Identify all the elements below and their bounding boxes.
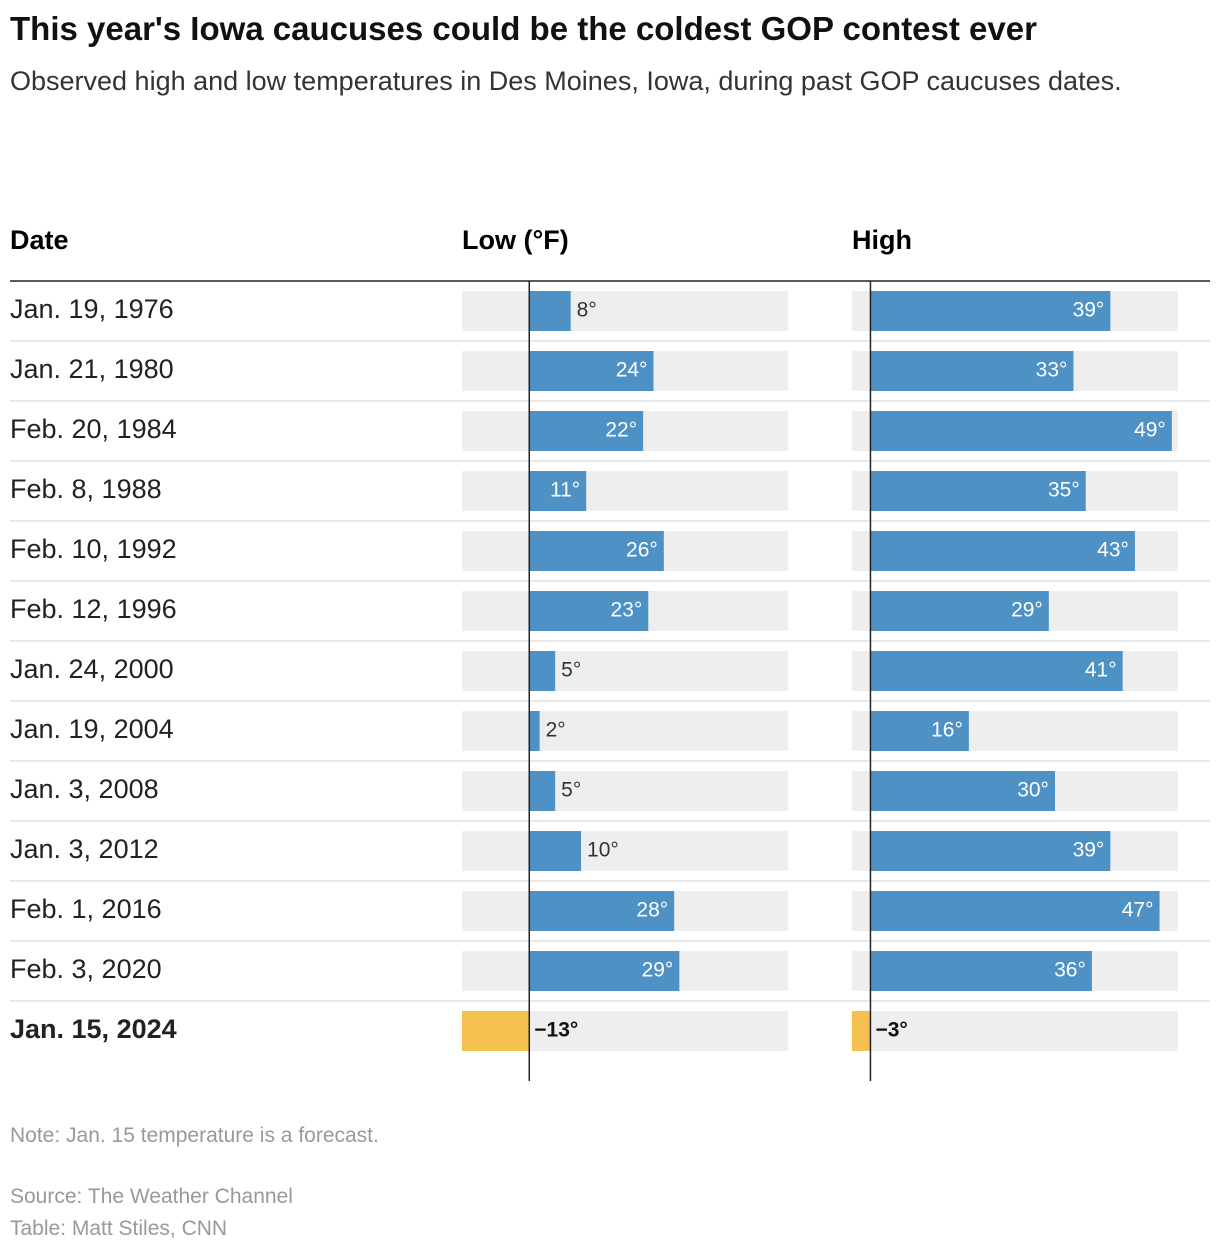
bar (529, 411, 644, 451)
value-label: 22° (605, 419, 637, 442)
date-label: Feb. 8, 1988 (10, 474, 162, 504)
bar (870, 471, 1086, 511)
value-label: 30° (1017, 779, 1049, 802)
series-header: Low (°F) (462, 225, 569, 255)
bar (529, 531, 664, 571)
value-label: 8° (577, 299, 597, 322)
series-header: High (852, 225, 912, 255)
bar (529, 831, 582, 871)
bar (529, 951, 680, 991)
date-label: Feb. 10, 1992 (10, 534, 177, 564)
bar (870, 891, 1160, 931)
bar (870, 591, 1049, 631)
value-label: 28° (636, 899, 668, 922)
date-label: Jan. 24, 2000 (10, 654, 174, 684)
bar (852, 1011, 871, 1051)
column-header: Date (10, 225, 69, 255)
value-label: 35° (1048, 479, 1080, 502)
date-label: Jan. 3, 2012 (10, 834, 159, 864)
value-label: 39° (1073, 299, 1105, 322)
bar (529, 351, 654, 391)
bar-background (462, 291, 788, 331)
date-label: Feb. 20, 1984 (10, 414, 177, 444)
bar (529, 891, 675, 931)
bar-background (462, 831, 788, 871)
value-label: 24° (616, 359, 648, 382)
date-label: Feb. 12, 1996 (10, 594, 177, 624)
value-label: 2° (546, 719, 566, 742)
bar-background (462, 651, 788, 691)
value-label: 5° (561, 779, 581, 802)
value-label: 29° (1011, 599, 1043, 622)
bar (529, 591, 649, 631)
value-label: 16° (931, 719, 963, 742)
bar (870, 771, 1055, 811)
value-label: 26° (626, 539, 658, 562)
bar (870, 651, 1123, 691)
bar (529, 771, 556, 811)
bar-background (852, 1011, 1178, 1051)
date-label: Jan. 3, 2008 (10, 774, 159, 804)
title: This year's Iowa caucuses could be the c… (10, 10, 1037, 47)
value-label: 39° (1073, 839, 1105, 862)
bar (870, 711, 969, 751)
value-label: −3° (875, 1019, 907, 1042)
chart: Date Jan. 19, 1976 Jan. 21, 1980 Feb. 20, 1… (10, 225, 1210, 1081)
date-label: Jan. 15, 2024 (10, 1014, 177, 1044)
bar-background (462, 771, 788, 811)
value-label: 43° (1097, 539, 1129, 562)
date-label: Feb. 3, 2020 (10, 954, 162, 984)
bar (870, 831, 1111, 871)
bar (870, 531, 1135, 571)
bar (870, 291, 1111, 331)
source: Source: The Weather Channel (10, 1185, 293, 1208)
value-label: 36° (1054, 959, 1086, 982)
bar-background (462, 471, 788, 511)
bar-background (462, 711, 788, 751)
value-label: 5° (561, 659, 581, 682)
value-label: 11° (550, 479, 580, 502)
date-label: Jan. 19, 2004 (10, 714, 174, 744)
credit: Table: Matt Stiles, CNN (10, 1217, 228, 1240)
date-label: Feb. 1, 2016 (10, 894, 162, 924)
date-label: Jan. 21, 1980 (10, 354, 174, 384)
value-label: 41° (1085, 659, 1117, 682)
value-label: 33° (1036, 359, 1068, 382)
note: Note: Jan. 15 temperature is a forecast. (10, 1124, 379, 1147)
value-label: −13° (534, 1019, 578, 1042)
bar (870, 951, 1092, 991)
value-label: 47° (1122, 899, 1154, 922)
bar (529, 291, 571, 331)
value-label: 10° (587, 839, 619, 862)
bar (529, 651, 556, 691)
date-label: Jan. 19, 1976 (10, 294, 174, 324)
bar (529, 711, 540, 751)
bar (870, 411, 1172, 451)
value-label: 23° (611, 599, 643, 622)
bar (870, 351, 1074, 391)
subtitle: Observed high and low temperatures in De… (10, 66, 1122, 96)
value-label: 49° (1134, 419, 1166, 442)
bar (529, 471, 587, 511)
bar (462, 1011, 530, 1051)
value-label: 29° (642, 959, 674, 982)
